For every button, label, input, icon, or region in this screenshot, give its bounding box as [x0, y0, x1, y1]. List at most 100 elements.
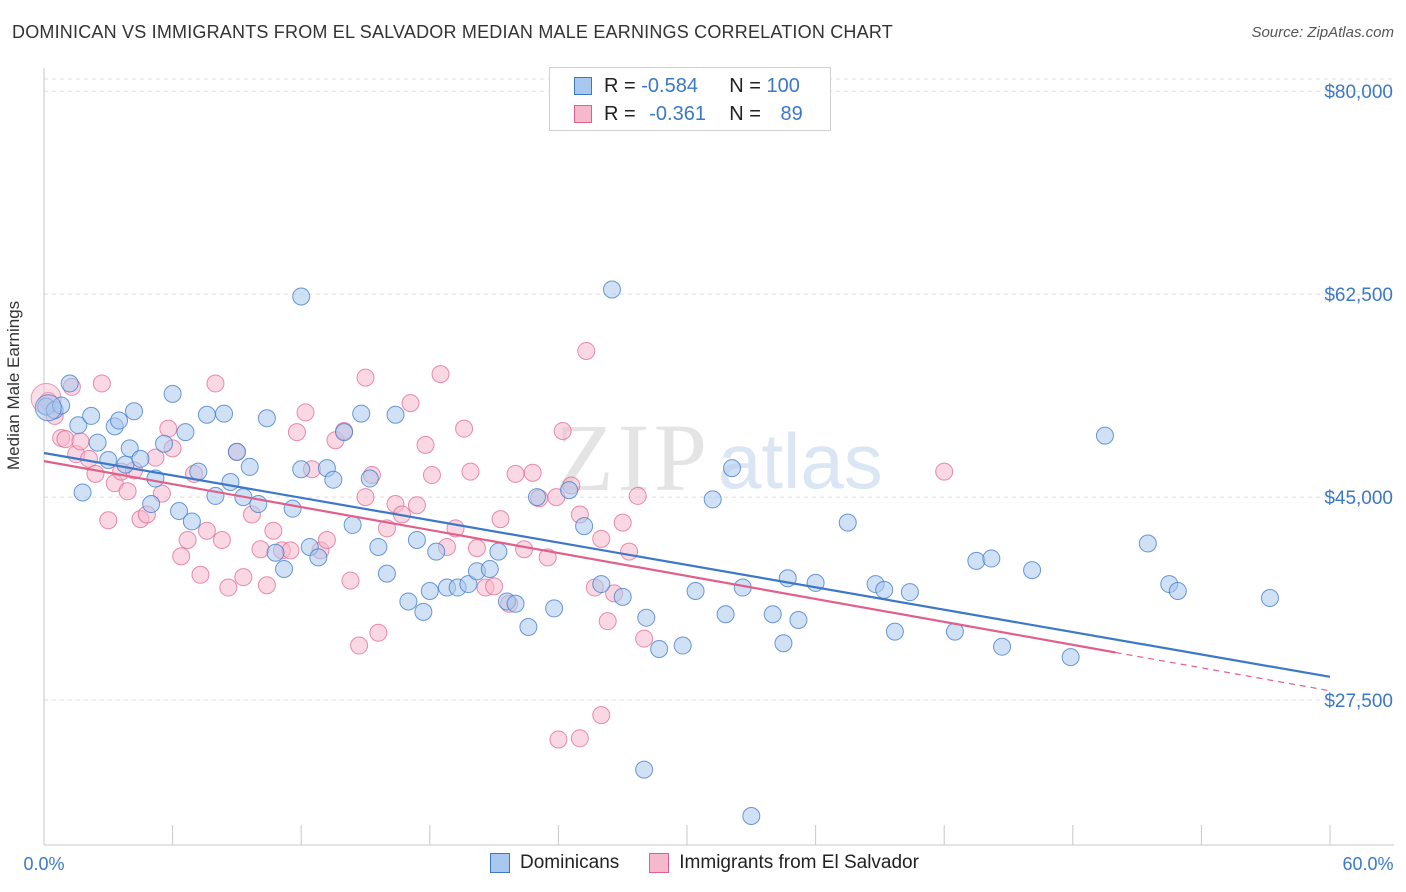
dominican-point [982, 549, 1001, 568]
dominican-point [407, 530, 426, 549]
dominican-point [125, 402, 144, 421]
y-tick-label: $45,000 [1324, 488, 1393, 509]
x-ticks [43, 825, 1331, 845]
salvador-point [613, 513, 632, 532]
trend-line-salvador-extension [1115, 651, 1331, 692]
chart-title: DOMINICAN VS IMMIGRANTS FROM EL SALVADOR… [12, 22, 893, 42]
salvador-point [431, 365, 450, 384]
salvador-point [287, 423, 306, 442]
legend-swatch-salvador [649, 853, 670, 873]
x-tick-label-min: 0.0% [23, 854, 64, 874]
dominican-point [774, 634, 793, 653]
legend-r-label: R = [604, 102, 642, 125]
salvador-point [219, 578, 238, 597]
dominican-point [716, 605, 735, 624]
salvador-point [455, 419, 474, 438]
legend-swatch-blue [574, 77, 592, 95]
dominican-point [324, 470, 343, 489]
dominican-point [292, 460, 311, 479]
salvador-point [206, 374, 225, 393]
salvador-point [628, 486, 647, 505]
dominican-point [650, 640, 669, 659]
dominican-point [427, 542, 446, 561]
salvador-point [350, 636, 369, 655]
dominican-point [240, 457, 259, 476]
salvador-point [356, 368, 375, 387]
watermark-atlas: atlas [718, 417, 883, 505]
legend-swatch-dominicans [490, 853, 510, 873]
dominican-point [399, 592, 418, 611]
dominican-point [257, 409, 276, 428]
dominican-point [275, 559, 294, 578]
gridlines [44, 78, 1394, 701]
dominican-point [360, 469, 379, 488]
dominican-point [88, 433, 107, 452]
dominican-point [131, 449, 150, 468]
dominican-point [182, 512, 201, 531]
dominican-point [1138, 534, 1157, 553]
dominican-point [635, 760, 654, 779]
legend-label-dominicans: Dominicans [520, 852, 620, 873]
dominican-point [900, 583, 919, 602]
salvador-point [257, 576, 276, 595]
dominican-point [602, 280, 621, 299]
salvador-point [234, 568, 253, 587]
salvador-point [416, 435, 435, 454]
dominican-point [266, 543, 285, 562]
salvador-point [598, 612, 617, 631]
x-tick-label-max: 60.0% [1342, 854, 1393, 874]
dominican-point [723, 459, 742, 478]
salvador-point [356, 488, 375, 507]
salvador-point [99, 511, 118, 530]
dominican-point [60, 374, 79, 393]
dominican-point [686, 582, 705, 601]
dominican-point-large [34, 394, 62, 422]
salvador-point [296, 403, 315, 422]
salvador-point [118, 482, 137, 501]
salvador-point [191, 565, 210, 584]
dominican-point [993, 637, 1012, 656]
dominican-point [170, 502, 189, 521]
series-legend: Dominicans Immigrants from El Salvador [490, 852, 919, 874]
salvador-point [506, 464, 525, 483]
dominican-point [142, 495, 161, 514]
salvador-point [172, 547, 191, 566]
dominican-point [227, 442, 246, 461]
salvador-point [264, 521, 283, 540]
dominican-point [506, 594, 525, 613]
salvador-point [491, 510, 510, 529]
series-dominicans-points [34, 280, 1279, 826]
trend-lines [43, 451, 1331, 692]
salvador-point [538, 548, 557, 567]
trend-line-salvador [43, 460, 1116, 654]
legend-label-salvador: Immigrants from El Salvador [679, 852, 919, 873]
dominican-point [519, 617, 538, 636]
dominican-point [215, 404, 234, 423]
dominican-point [1168, 582, 1187, 601]
dominican-point [1023, 561, 1042, 580]
dominican-point [527, 488, 546, 507]
y-tick-label: $27,500 [1324, 691, 1393, 712]
y-tick-labels: $27,500 $45,000 $62,500 $80,000 [1324, 82, 1393, 712]
trend-line-dominicans [43, 451, 1331, 678]
legend-n-label: N = [729, 74, 767, 97]
dominican-point [459, 575, 478, 594]
salvador-point [159, 419, 178, 438]
salvador-point [577, 341, 596, 360]
dominican-point [116, 455, 135, 474]
salvador-point [369, 623, 388, 642]
dominican-point [221, 473, 240, 492]
legend-r-label: R = [604, 74, 642, 97]
dominican-point [763, 605, 782, 624]
dominican-point [1095, 426, 1114, 445]
salvador-point [620, 542, 639, 561]
salvador-point [549, 730, 568, 749]
dominican-point [489, 542, 508, 561]
series-salvador-points [30, 341, 954, 749]
salvador-point [86, 464, 105, 483]
salvador-point [197, 521, 216, 540]
salvador-point [401, 394, 420, 413]
salvador-point [592, 529, 611, 548]
y-tick-label: $80,000 [1324, 82, 1393, 103]
